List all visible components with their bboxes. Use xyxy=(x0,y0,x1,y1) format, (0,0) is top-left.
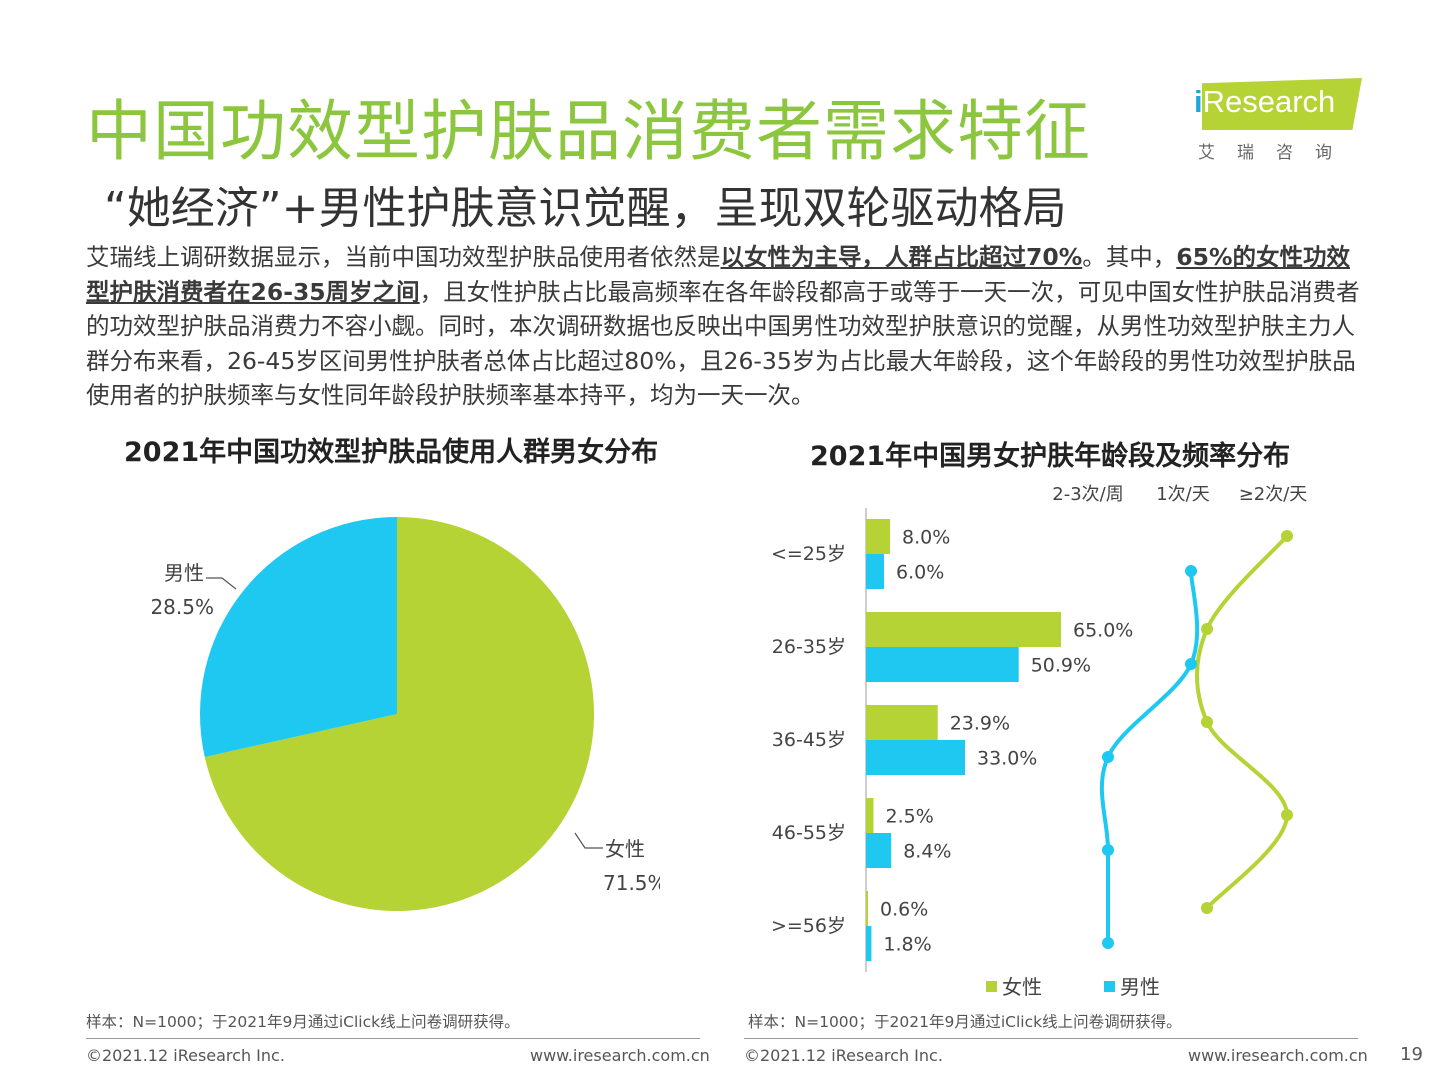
bar-value-label: 0.6% xyxy=(880,899,928,921)
pie-slice xyxy=(204,517,595,911)
footer-divider-right xyxy=(744,1038,1358,1039)
bar-value-label: 2.5% xyxy=(886,806,934,828)
bar-chart: <=25岁 8.0% 6.0% 26-35岁 65.0% 50.9% 36-45岁 23.9%… xyxy=(771,484,1308,999)
legend-label: 男性 xyxy=(1120,975,1160,999)
legend-label: 女性 xyxy=(1002,975,1042,999)
bar-female xyxy=(866,612,1061,647)
frequency-point xyxy=(1281,530,1293,542)
frequency-point xyxy=(1102,937,1114,949)
pie-slice-value: 28.5% xyxy=(150,595,214,619)
footer-copyright-right: ©2021.12 iResearch Inc. xyxy=(744,1046,943,1065)
pie-chart-title: 2021年中国功效型护肤品使用人群男女分布 xyxy=(124,437,659,468)
bar-value-label: 33.0% xyxy=(977,748,1037,770)
page-number: 19 xyxy=(1400,1044,1423,1065)
frequency-axis-label: ≥2次/天 xyxy=(1239,484,1308,505)
page-subtitle: “她经济”+男性护肤意识觉醒，呈现双轮驱动格局 xyxy=(104,183,1067,234)
pie-slice-label: 女性 xyxy=(605,837,645,861)
category-label: <=25岁 xyxy=(771,543,846,565)
bar-male xyxy=(866,554,884,589)
frequency-point xyxy=(1102,844,1114,856)
frequency-point xyxy=(1102,751,1114,763)
footer-url-left: www.iresearch.com.cn xyxy=(530,1046,710,1065)
sample-note-left: 样本：N=1000；于2021年9月通过iClick线上问卷调研获得。 xyxy=(86,1013,520,1031)
bar-female xyxy=(866,519,890,554)
bar-value-label: 50.9% xyxy=(1031,655,1091,677)
bar-value-label: 8.0% xyxy=(902,527,950,549)
paragraph-text-1: 艾瑞线上调研数据显示，当前中国功效型护肤品使用者依然是 xyxy=(86,243,721,271)
frequency-axis-label: 1次/天 xyxy=(1156,484,1210,505)
page-title: 中国功效型护肤品消费者需求特征 xyxy=(86,93,1091,170)
bar-female xyxy=(866,705,938,740)
bar-male xyxy=(866,833,892,868)
frequency-point xyxy=(1201,902,1213,914)
frequency-point xyxy=(1185,658,1197,670)
pie-slice-value: 71.5% xyxy=(603,871,660,895)
frequency-point xyxy=(1201,716,1213,728)
logo-badge xyxy=(1202,78,1362,130)
paragraph-text-2: 。其中， xyxy=(1082,243,1177,271)
category-label: 26-35岁 xyxy=(772,636,846,658)
category-label: 46-55岁 xyxy=(772,822,846,844)
iresearch-logo: iResearch 艾瑞咨询 xyxy=(1190,74,1368,166)
footer-divider-left xyxy=(86,1038,700,1039)
pie-chart: 女性 71.5% 男性 28.5% xyxy=(150,517,660,911)
sample-note-right: 样本：N=1000；于2021年9月通过iClick线上问卷调研获得。 xyxy=(748,1013,1182,1031)
bar-female xyxy=(866,891,868,926)
frequency-axis-label: 2-3次/周 xyxy=(1052,484,1123,505)
bar-value-label: 23.9% xyxy=(950,713,1010,735)
legend-swatch xyxy=(1104,981,1115,992)
frequency-point xyxy=(1201,623,1213,635)
pie-slice xyxy=(200,517,397,757)
logo-text: iResearch xyxy=(1194,84,1336,119)
paragraph-highlight-2: 65%的女性功效型护肤消费者在26-35周岁之间 xyxy=(86,243,1350,306)
bar-female xyxy=(866,798,874,833)
logo-subtitle: 艾瑞咨询 xyxy=(1198,143,1354,163)
paragraph-text-3: ，且女性护肤占比最高频率在各年龄段都高于或等于一天一次，可见中国女性护肤品消费者… xyxy=(86,277,1360,410)
paragraph-highlight-1: 以女性为主导，人群占比超过70% xyxy=(720,243,1083,271)
footer-copyright-left: ©2021.12 iResearch Inc. xyxy=(86,1046,285,1065)
frequency-point xyxy=(1281,809,1293,821)
category-label: 36-45岁 xyxy=(772,729,846,751)
frequency-point xyxy=(1185,565,1197,577)
bar-male xyxy=(866,647,1019,682)
pie-slice-label: 男性 xyxy=(164,561,204,585)
bar-value-label: 65.0% xyxy=(1073,620,1133,642)
footer-url-right: www.iresearch.com.cn xyxy=(1188,1046,1368,1065)
bar-value-label: 8.4% xyxy=(903,841,951,863)
legend-swatch xyxy=(986,981,997,992)
bar-male xyxy=(866,926,872,961)
pie-leader-line xyxy=(206,577,237,590)
bar-value-label: 6.0% xyxy=(896,562,944,584)
pie-leader-line xyxy=(574,832,603,849)
bar-male xyxy=(866,740,965,775)
category-label: >=56岁 xyxy=(771,915,846,937)
bar-value-label: 1.8% xyxy=(883,934,931,956)
bar-chart-title: 2021年中国男女护肤年龄段及频率分布 xyxy=(810,441,1291,472)
summary-paragraph: 艾瑞线上调研数据显示，当前中国功效型护肤品使用者依然是以女性为主导，人群占比超过… xyxy=(86,240,1362,413)
